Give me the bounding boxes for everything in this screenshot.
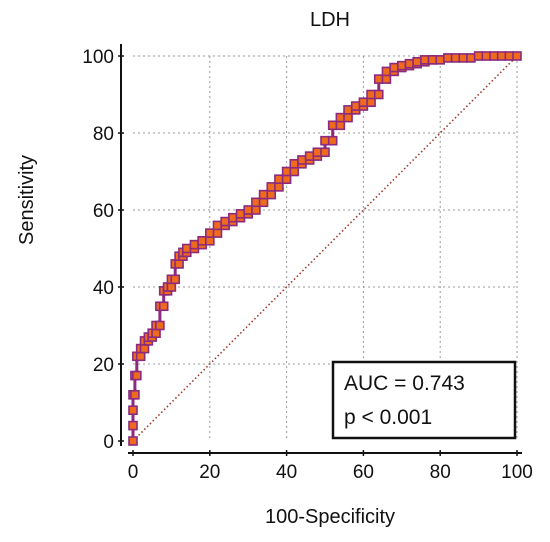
roc-point xyxy=(404,58,415,69)
roc-point xyxy=(366,97,376,107)
chart-title: LDH xyxy=(310,9,350,31)
roc-point xyxy=(181,243,192,254)
roc-point xyxy=(166,282,177,292)
roc-point xyxy=(320,147,330,158)
annotation-frame xyxy=(331,360,517,440)
roc-point xyxy=(381,66,392,77)
roc-point xyxy=(258,197,269,208)
roc-point xyxy=(389,62,399,73)
roc-point xyxy=(450,53,461,63)
roc-point xyxy=(427,55,438,65)
roc-point xyxy=(243,205,253,215)
x-tick-label: 100 xyxy=(501,462,533,483)
roc-point xyxy=(466,53,476,63)
roc-point xyxy=(258,189,269,200)
y-tick-label: 100 xyxy=(82,47,114,68)
roc-point xyxy=(443,53,453,63)
roc-point xyxy=(212,220,223,231)
roc-markers xyxy=(128,51,522,446)
y-tick-label: 0 xyxy=(103,432,114,453)
roc-point xyxy=(170,274,181,285)
roc-point xyxy=(251,205,261,215)
roc-point xyxy=(128,436,138,446)
x-tick-label: 20 xyxy=(199,462,220,483)
roc-point xyxy=(327,135,338,146)
roc-point xyxy=(335,120,346,131)
x-axis-ticks: 0 20 40 60 80 100 xyxy=(128,450,533,483)
roc-point xyxy=(412,56,422,67)
roc-point xyxy=(197,236,207,246)
roc-point xyxy=(304,151,315,161)
diagonal-reference-line xyxy=(132,55,518,442)
y-axis-title: Sensitivity xyxy=(16,155,38,245)
roc-point xyxy=(343,105,353,115)
roc-point xyxy=(128,420,138,431)
roc-point xyxy=(128,405,138,416)
roc-point xyxy=(155,320,165,331)
roc-point xyxy=(151,328,161,339)
roc-point xyxy=(335,112,346,123)
x-axis-title: 100-Specificity xyxy=(265,506,395,528)
roc-point xyxy=(312,147,323,158)
roc-point xyxy=(139,343,150,354)
roc-point xyxy=(496,51,507,61)
y-axis-ticks: 0 20 40 60 80 100 xyxy=(82,47,124,453)
roc-point xyxy=(274,174,284,184)
roc-point xyxy=(420,55,430,65)
auc-label: AUC = 0.743 xyxy=(344,372,465,395)
roc-point xyxy=(289,166,300,177)
roc-point xyxy=(435,55,446,65)
roc-point xyxy=(266,189,277,200)
x-tick-label: 60 xyxy=(353,462,374,483)
roc-point xyxy=(281,174,292,184)
roc-point xyxy=(289,159,300,169)
roc-point xyxy=(189,239,200,250)
roc-point xyxy=(358,97,369,107)
roc-point xyxy=(489,51,499,61)
roc-point xyxy=(235,209,246,219)
roc-point xyxy=(228,212,238,223)
x-tick-label: 0 xyxy=(128,462,139,483)
roc-point xyxy=(366,89,376,100)
y-tick-label: 20 xyxy=(93,355,114,376)
roc-point xyxy=(281,166,292,177)
x-tick-label: 80 xyxy=(430,462,451,483)
roc-point xyxy=(274,182,284,192)
roc-point xyxy=(343,112,353,123)
p-value-label: p < 0.001 xyxy=(344,406,432,429)
roc-point xyxy=(473,51,484,61)
roc-point xyxy=(327,120,338,131)
roc-point xyxy=(373,89,384,100)
y-tick-label: 80 xyxy=(93,124,114,145)
roc-point xyxy=(350,101,361,111)
roc-point xyxy=(174,259,184,269)
roc-point xyxy=(266,182,277,192)
roc-point xyxy=(373,74,384,84)
roc-point xyxy=(381,74,392,84)
roc-point xyxy=(396,60,407,71)
roc-point xyxy=(220,216,230,227)
reference-line xyxy=(132,55,518,442)
roc-point xyxy=(135,351,146,362)
x-tick-label: 40 xyxy=(276,462,297,483)
roc-point xyxy=(130,389,140,400)
roc-point xyxy=(251,197,261,208)
roc-point xyxy=(458,53,469,63)
roc-point xyxy=(504,51,515,61)
annotation-box: AUC = 0.743 p < 0.001 xyxy=(331,360,517,440)
roc-point xyxy=(212,228,223,238)
roc-point xyxy=(132,370,142,381)
roc-point xyxy=(481,51,492,61)
y-tick-label: 60 xyxy=(93,201,114,222)
roc-point xyxy=(158,301,169,312)
roc-point xyxy=(205,236,215,246)
roc-point xyxy=(320,135,330,146)
roc-point xyxy=(512,51,522,61)
y-tick-label: 40 xyxy=(93,278,114,299)
roc-point xyxy=(297,155,307,165)
roc-point xyxy=(205,228,215,238)
